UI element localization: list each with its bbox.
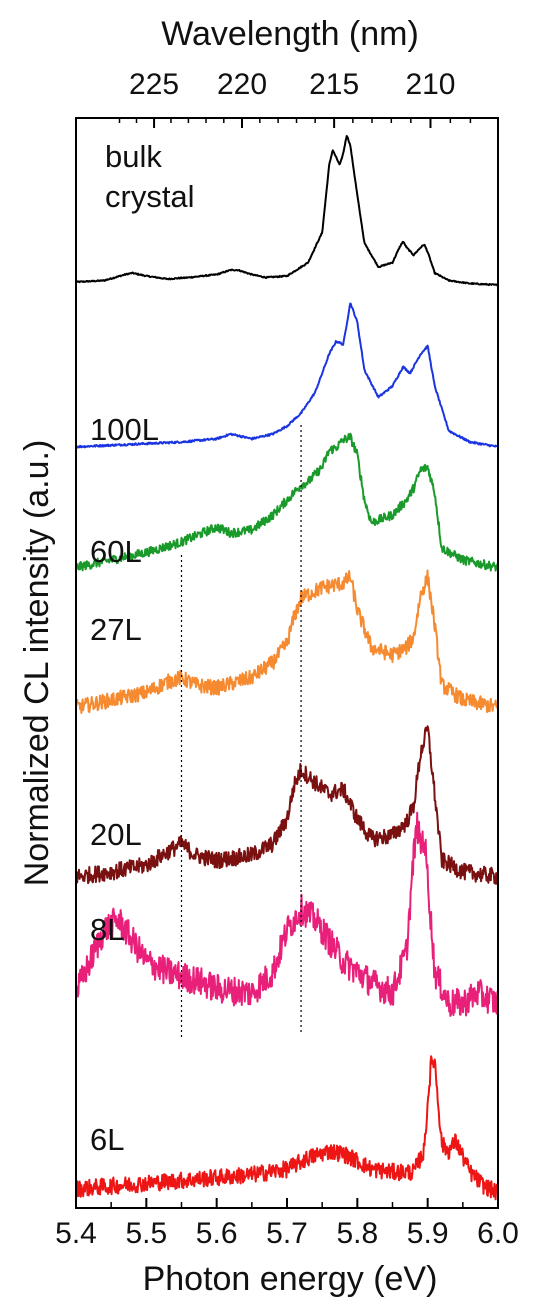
series-label: 6L <box>90 1122 124 1157</box>
x-tick-label: 5.8 <box>336 1217 378 1250</box>
series-label: bulk <box>105 139 162 174</box>
x-tick-label: 5.5 <box>125 1217 167 1250</box>
series-line-6l <box>75 1055 499 1201</box>
series-label: 8L <box>90 912 124 947</box>
top-tick-label: 225 <box>129 68 179 101</box>
series-label: 60L <box>90 534 142 569</box>
guide-lines <box>180 425 302 1038</box>
series-line-27l <box>75 569 499 714</box>
x-tick-label: 5.6 <box>196 1217 238 1250</box>
series-line-8l <box>75 811 499 1017</box>
series-label: 20L <box>90 817 142 852</box>
series-line-60l <box>75 432 499 572</box>
x-tick-label: 5.7 <box>266 1217 308 1250</box>
top-tick-label: 210 <box>405 68 455 101</box>
series-label: 27L <box>90 612 142 647</box>
top-axis-title: Wavelength (nm) <box>161 15 419 53</box>
x-tick-label: 6.0 <box>477 1217 519 1250</box>
curve-labels: bulk crystal 100L 60L 27L 20L 8L 6L <box>90 139 195 1157</box>
series-label: 100L <box>90 412 159 447</box>
x-tick-label: 5.9 <box>407 1217 449 1250</box>
top-tick-label: 220 <box>217 68 267 101</box>
series-line-bulk-crystal <box>75 135 499 287</box>
plot-area <box>75 135 499 1201</box>
bottom-axis: 5.4 5.5 5.6 5.7 5.8 5.9 6.0 <box>55 1198 519 1250</box>
plot-frame <box>75 117 499 1209</box>
series-label: crystal <box>105 179 195 214</box>
x-tick-label: 5.4 <box>55 1217 97 1250</box>
series-line-100l <box>75 302 499 449</box>
y-axis-title: Normalized CL intensity (a.u.) <box>18 440 56 887</box>
bottom-axis-title: Photon energy (eV) <box>143 1260 438 1298</box>
series-line-20l <box>75 725 499 886</box>
top-tick-label: 215 <box>309 68 359 101</box>
top-axis: 225 220 215 210 <box>118 68 472 128</box>
